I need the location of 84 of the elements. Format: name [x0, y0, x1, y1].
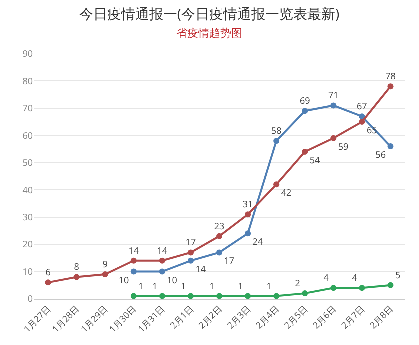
data-label: 71	[328, 88, 339, 102]
data-label: 23	[214, 219, 225, 232]
x-tick-label: 2月8日	[366, 302, 396, 332]
data-label: 4	[324, 271, 329, 284]
data-label: 1	[152, 279, 158, 292]
y-tick-label: 40	[22, 183, 33, 196]
y-tick-label: 30	[22, 210, 33, 224]
point	[216, 293, 222, 300]
point	[216, 233, 222, 240]
x-tick-label: 2月1日	[167, 302, 196, 332]
x-tick-label: 2月4日	[252, 302, 282, 332]
point	[102, 272, 108, 278]
x-tick-label: 2月6日	[310, 302, 339, 332]
point	[302, 149, 308, 155]
point	[274, 293, 280, 300]
point	[388, 282, 394, 288]
point	[359, 285, 366, 292]
point	[302, 290, 308, 297]
y-tick-label: 90	[22, 47, 33, 60]
data-label: 5	[395, 268, 401, 282]
point	[359, 119, 366, 126]
data-label: 78	[386, 70, 396, 83]
point	[330, 285, 337, 292]
data-label: 24	[252, 235, 264, 248]
point	[388, 84, 394, 90]
data-label: 69	[300, 94, 310, 108]
data-label: 1	[181, 279, 186, 292]
y-tick-label: 20	[22, 238, 33, 251]
x-tick-label: 2月5日	[281, 302, 310, 332]
point	[330, 135, 337, 142]
y-tick-label: 80	[22, 74, 33, 88]
data-label: 10	[167, 273, 178, 286]
point	[245, 230, 252, 237]
data-label: 17	[186, 236, 196, 249]
point	[359, 114, 366, 120]
data-label: 14	[128, 244, 140, 257]
data-label: 9	[102, 258, 108, 270]
point	[45, 280, 52, 286]
point	[274, 182, 280, 188]
point	[188, 293, 194, 300]
data-label: 58	[271, 124, 282, 138]
data-label: 4	[352, 271, 358, 284]
point	[330, 102, 337, 109]
data-label: 59	[338, 140, 349, 153]
point	[74, 274, 80, 280]
point	[159, 258, 166, 264]
data-label: 56	[376, 148, 386, 162]
point	[216, 250, 222, 256]
data-label: 31	[242, 198, 254, 211]
point	[130, 258, 137, 264]
point	[245, 212, 252, 218]
data-label: 10	[118, 273, 130, 286]
data-label: 14	[157, 244, 168, 257]
data-label: 1	[138, 279, 144, 292]
point	[159, 293, 166, 300]
data-label: 14	[196, 262, 206, 276]
point	[388, 144, 394, 150]
x-tick-label: 2月3日	[224, 302, 254, 332]
data-label: 17	[224, 254, 235, 268]
data-label: 67	[357, 100, 368, 113]
y-tick-label: 70	[22, 102, 33, 115]
y-tick-label: 60	[22, 128, 33, 142]
point	[159, 268, 166, 275]
y-tick-label: 50	[22, 156, 33, 170]
data-label: 42	[281, 186, 292, 200]
point	[274, 138, 280, 144]
data-label: 1	[266, 279, 272, 292]
y-tick-label: 10	[22, 264, 33, 278]
data-label: 1	[238, 279, 244, 292]
data-label: 6	[46, 266, 51, 279]
data-label: 1	[210, 279, 215, 292]
chart-title: 今日疫情通报一(今日疫情通报一览表最新)	[79, 4, 340, 24]
point	[245, 293, 252, 300]
point	[188, 258, 194, 264]
x-tick-label: 2月2日	[196, 302, 225, 332]
point	[130, 268, 137, 275]
point	[130, 293, 137, 300]
point	[302, 108, 308, 114]
x-tick-label: 2月7日	[338, 302, 368, 332]
data-label: 2	[295, 276, 300, 290]
data-label: 8	[74, 260, 80, 274]
chart-subtitle: 省疫情趋势图	[176, 26, 242, 42]
point	[188, 250, 194, 256]
data-label: 54	[310, 154, 320, 166]
